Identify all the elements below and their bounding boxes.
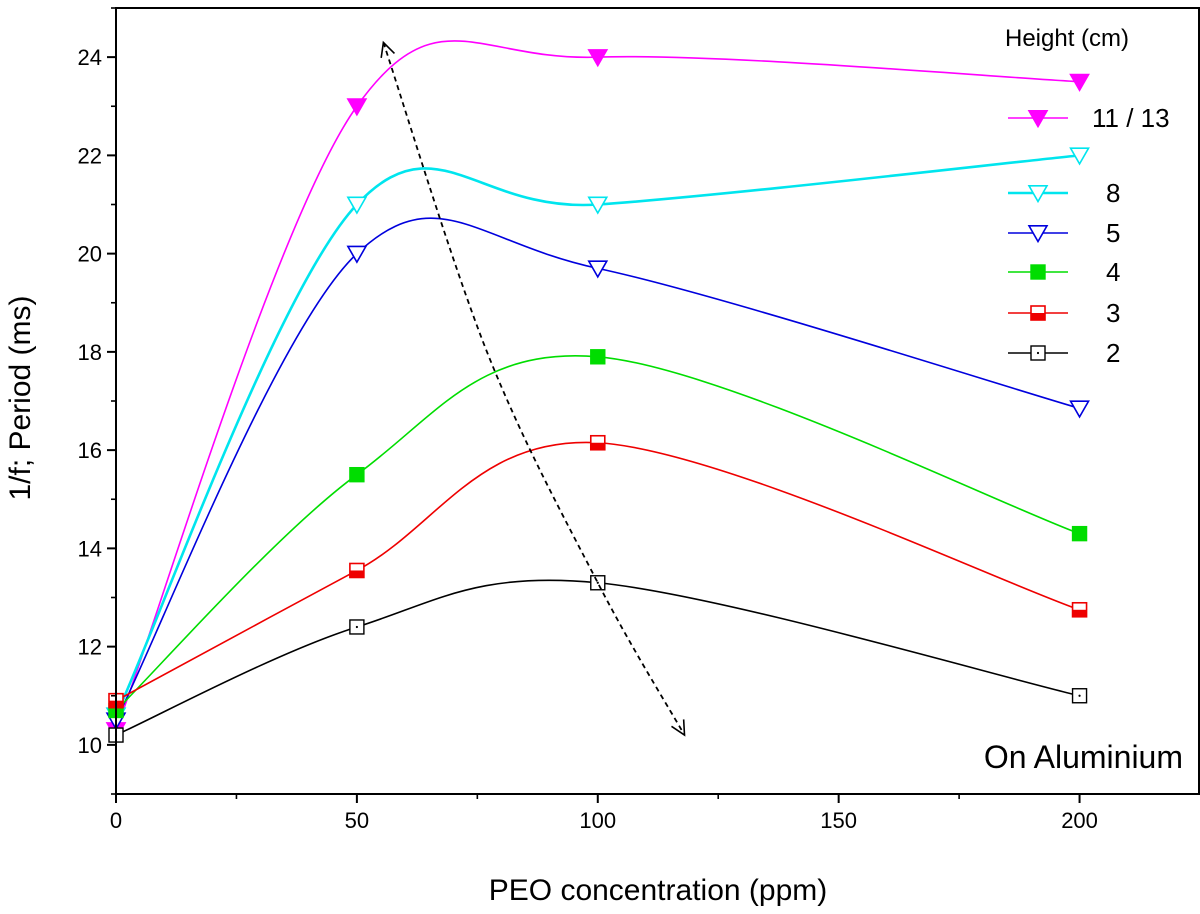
data-point-5-x100 [587, 260, 609, 279]
legend-label: 2 [1106, 338, 1120, 368]
series-line-4 [115, 355, 1080, 712]
legend-item-3: 3 [1008, 298, 1120, 328]
legend-item-8: 8 [1008, 178, 1120, 208]
legend-item-4: 4 [1008, 257, 1120, 287]
plot-frame [115, 7, 1200, 795]
legend-label: 4 [1106, 257, 1120, 287]
y-tick-label-16: 16 [78, 438, 102, 463]
data-point-8-x200 [1069, 147, 1090, 166]
y-tick-label-20: 20 [78, 242, 102, 267]
data-point-8-x100 [587, 196, 609, 215]
legend-label: 11 / 13 [1092, 103, 1170, 133]
trend-arrow-head-top [380, 40, 396, 58]
y-tick-label-18: 18 [78, 340, 102, 365]
legend-label: 5 [1106, 218, 1120, 248]
series-line-8 [114, 154, 1080, 716]
legend-item-5: 5 [1008, 218, 1120, 248]
data-point-3-x50 [349, 562, 365, 579]
data-point-2-x100 [590, 575, 606, 591]
trend-arrow [380, 40, 686, 737]
x-axis-title: PEO concentration (ppm) [489, 874, 827, 907]
series-line-5 [115, 217, 1080, 721]
data-point-11-13-x50 [346, 98, 368, 117]
series-line-11-13 [115, 40, 1080, 731]
legend-swatch-marker [1030, 345, 1046, 361]
legend-item-2: 2 [1008, 338, 1120, 368]
x-tick-label-50: 50 [345, 808, 369, 833]
data-point-5-x50 [346, 245, 368, 264]
legend-swatch-marker [1027, 225, 1049, 244]
y-axis-title: 1/f; Period (ms) [4, 295, 37, 500]
data-point-2-x50 [349, 619, 365, 635]
data-point-11-13-x100 [587, 49, 609, 68]
x-tick-label-200: 200 [1061, 808, 1098, 833]
legend-swatch-marker [1027, 185, 1049, 204]
series-markers [105, 49, 1090, 743]
data-point-4-x50 [349, 466, 365, 483]
legend: 11 / 13 8 5 4 3 2 [1008, 103, 1170, 368]
y-tick-label-22: 22 [78, 143, 102, 168]
data-point-3-x100 [589, 434, 606, 451]
data-point-4-x200 [1071, 525, 1088, 542]
legend-swatch-marker [1030, 264, 1046, 280]
y-tick-label-24: 24 [78, 45, 102, 70]
series-curves [114, 40, 1080, 736]
annotation-on-aluminium: On Aluminium [984, 739, 1183, 775]
data-point-4-x100 [590, 349, 606, 365]
data-point-5-x200 [1069, 400, 1090, 419]
data-point-2-x200 [1071, 688, 1088, 704]
trend-arrow-head-bottom [671, 719, 686, 737]
y-tick-label-10: 10 [78, 733, 102, 758]
series-line-3 [115, 441, 1080, 702]
trend-arrow-line [382, 42, 686, 736]
x-tick-label-100: 100 [579, 808, 616, 833]
legend-title: Height (cm) [1005, 25, 1129, 52]
legend-label: 3 [1106, 298, 1120, 328]
legend-item-11-13: 11 / 13 [1008, 103, 1170, 133]
data-point-8-x50 [346, 196, 368, 215]
series-line-2 [115, 579, 1080, 736]
data-point-3-x200 [1071, 601, 1088, 618]
y-tick-label-12: 12 [78, 635, 102, 660]
legend-label: 8 [1106, 178, 1120, 208]
y-tick-label-14: 14 [78, 536, 102, 561]
x-tick-label-0: 0 [110, 808, 122, 833]
legend-swatch-marker [1030, 305, 1046, 321]
data-point-11-13-x200 [1069, 73, 1090, 92]
x-tick-label-150: 150 [820, 808, 857, 833]
legend-swatch-marker [1027, 110, 1049, 129]
